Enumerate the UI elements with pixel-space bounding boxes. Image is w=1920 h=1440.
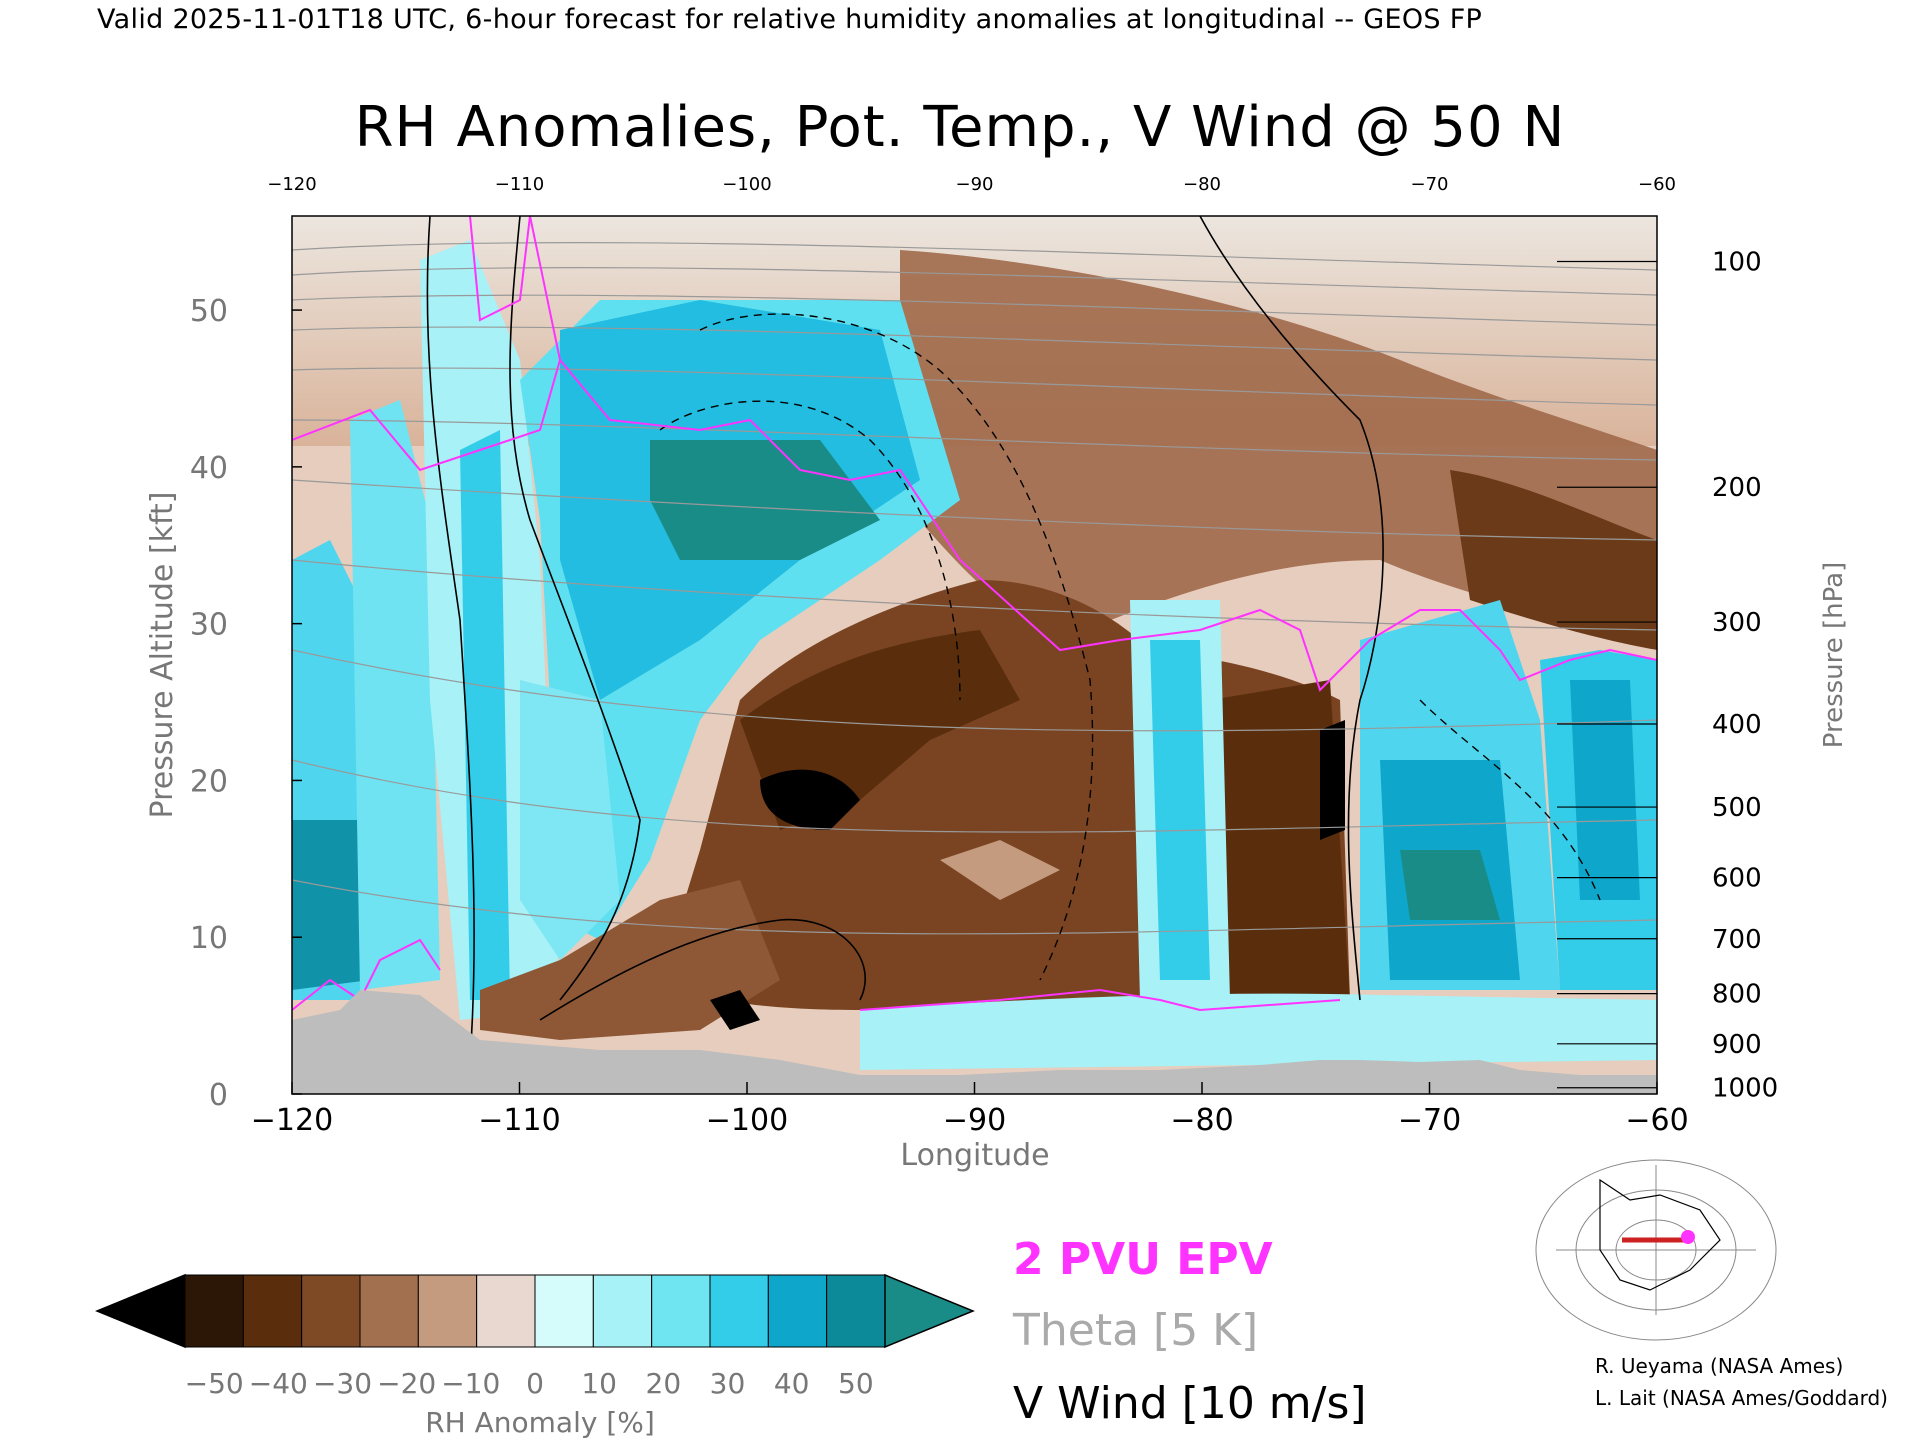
x-tick-label: −80 xyxy=(1170,1103,1233,1138)
colorbar-tick-label: 30 xyxy=(710,1367,746,1400)
colorbar-swatch xyxy=(534,1274,594,1348)
top-caption: Valid 2025-11-01T18 UTC, 6-hour forecast… xyxy=(97,4,1483,35)
pressure-axis: 100 200 300 400 500 600 700 800 900 1000 xyxy=(1557,247,1778,1104)
x-top-tick-label: −70 xyxy=(1411,174,1449,195)
pressure-tick-label: 400 xyxy=(1712,710,1762,740)
legend-theta: Theta [5 K] xyxy=(1012,1305,1258,1356)
pressure-tick-label: 500 xyxy=(1712,793,1762,823)
pressure-tick-label: 700 xyxy=(1712,925,1762,955)
colorbar-label: RH Anomaly [%] xyxy=(425,1406,655,1439)
x-top-tick-label: −100 xyxy=(722,174,771,195)
x-tick-label: −60 xyxy=(1625,1103,1688,1138)
inset-map xyxy=(1535,1159,1777,1341)
colorbar-swatch xyxy=(651,1274,711,1348)
colorbar-swatch xyxy=(767,1274,828,1348)
wind-contours-negative xyxy=(659,313,1601,981)
pressure-tick-label: 600 xyxy=(1712,864,1762,894)
wind-contours xyxy=(426,216,1384,1061)
colorbar-swatch xyxy=(184,1274,244,1348)
y-tick-label: 10 xyxy=(190,921,228,956)
x-tick-label: −120 xyxy=(251,1103,333,1138)
pressure-tick-label: 200 xyxy=(1712,473,1762,503)
x-top-axis: −120 −110 −100 −90 −80 −70 −60 xyxy=(267,174,1676,195)
colorbar: −50 −40 −30 −20 −10 0 10 20 30 40 50 xyxy=(95,1273,975,1400)
colorbar-over-arrow xyxy=(884,1273,975,1349)
inset-marker xyxy=(1681,1230,1695,1244)
legend-wind: V Wind [10 m/s] xyxy=(1013,1378,1367,1429)
colorbar-swatch xyxy=(301,1274,361,1348)
colorbar-tick-label: 0 xyxy=(526,1367,544,1400)
x-axis-label: Longitude xyxy=(900,1138,1049,1173)
x-tick-label: −90 xyxy=(943,1103,1006,1138)
x-top-tick-label: −90 xyxy=(956,174,994,195)
colorbar-tick-label: −30 xyxy=(313,1367,372,1400)
pressure-tick-label: 300 xyxy=(1712,608,1762,638)
colorbar-tick-label: 40 xyxy=(774,1367,810,1400)
x-top-tick-label: −110 xyxy=(495,174,544,195)
pressure-tick-label: 1000 xyxy=(1712,1074,1778,1104)
colorbar-tick-label: −10 xyxy=(441,1367,500,1400)
pressure-tick-label: 800 xyxy=(1712,980,1762,1010)
terrain xyxy=(292,990,1657,1094)
colorbar-swatch xyxy=(417,1274,478,1348)
colorbar-swatch xyxy=(359,1274,419,1348)
y-axis: 0 10 20 30 40 50 xyxy=(190,294,302,1113)
x-tick-label: −110 xyxy=(478,1103,560,1138)
pressure-tick-label: 100 xyxy=(1712,247,1762,277)
pressure-tick-label: 900 xyxy=(1712,1030,1762,1060)
y-tick-label: 0 xyxy=(209,1078,228,1113)
credit-line1: R. Ueyama (NASA Ames) xyxy=(1595,1354,1843,1378)
x-tick-label: −70 xyxy=(1398,1103,1461,1138)
y-tick-label: 40 xyxy=(190,451,228,486)
rh-anomaly-field xyxy=(292,216,1657,1094)
colorbar-under-arrow xyxy=(95,1273,186,1349)
x-top-tick-label: −120 xyxy=(267,174,316,195)
y-tick-label: 20 xyxy=(190,764,228,799)
y-tick-label: 30 xyxy=(190,608,228,643)
colorbar-tick-label: −50 xyxy=(185,1367,244,1400)
x-top-tick-label: −80 xyxy=(1183,174,1221,195)
x-top-tick-label: −60 xyxy=(1638,174,1676,195)
colorbar-swatch xyxy=(476,1274,536,1348)
legend-epv: 2 PVU EPV xyxy=(1013,1234,1273,1285)
colorbar-tick-label: −20 xyxy=(377,1367,436,1400)
inset-continent xyxy=(1599,1178,1721,1291)
x-tick-label: −100 xyxy=(706,1103,788,1138)
colorbar-tick-label: 50 xyxy=(838,1367,874,1400)
epv-contours xyxy=(292,216,1657,1012)
chart-title: RH Anomalies, Pot. Temp., V Wind @ 50 N xyxy=(354,95,1566,160)
y-tick-label: 50 xyxy=(190,294,228,329)
colorbar-tick-label: 20 xyxy=(646,1367,682,1400)
credit-line2: L. Lait (NASA Ames/Goddard) xyxy=(1595,1386,1888,1410)
colorbar-swatch xyxy=(242,1274,303,1348)
colorbar-tick-label: 10 xyxy=(581,1367,617,1400)
colorbar-tick-label: −40 xyxy=(249,1367,308,1400)
colorbar-swatch xyxy=(826,1274,886,1348)
pressure-axis-label: Pressure [hPa] xyxy=(1819,562,1849,749)
x-axis: −120 −110 −100 −90 −80 −70 −60 xyxy=(251,1082,1689,1138)
y-axis-label: Pressure Altitude [kft] xyxy=(145,492,180,819)
colorbar-swatch xyxy=(709,1274,769,1348)
colorbar-swatch xyxy=(592,1274,653,1348)
